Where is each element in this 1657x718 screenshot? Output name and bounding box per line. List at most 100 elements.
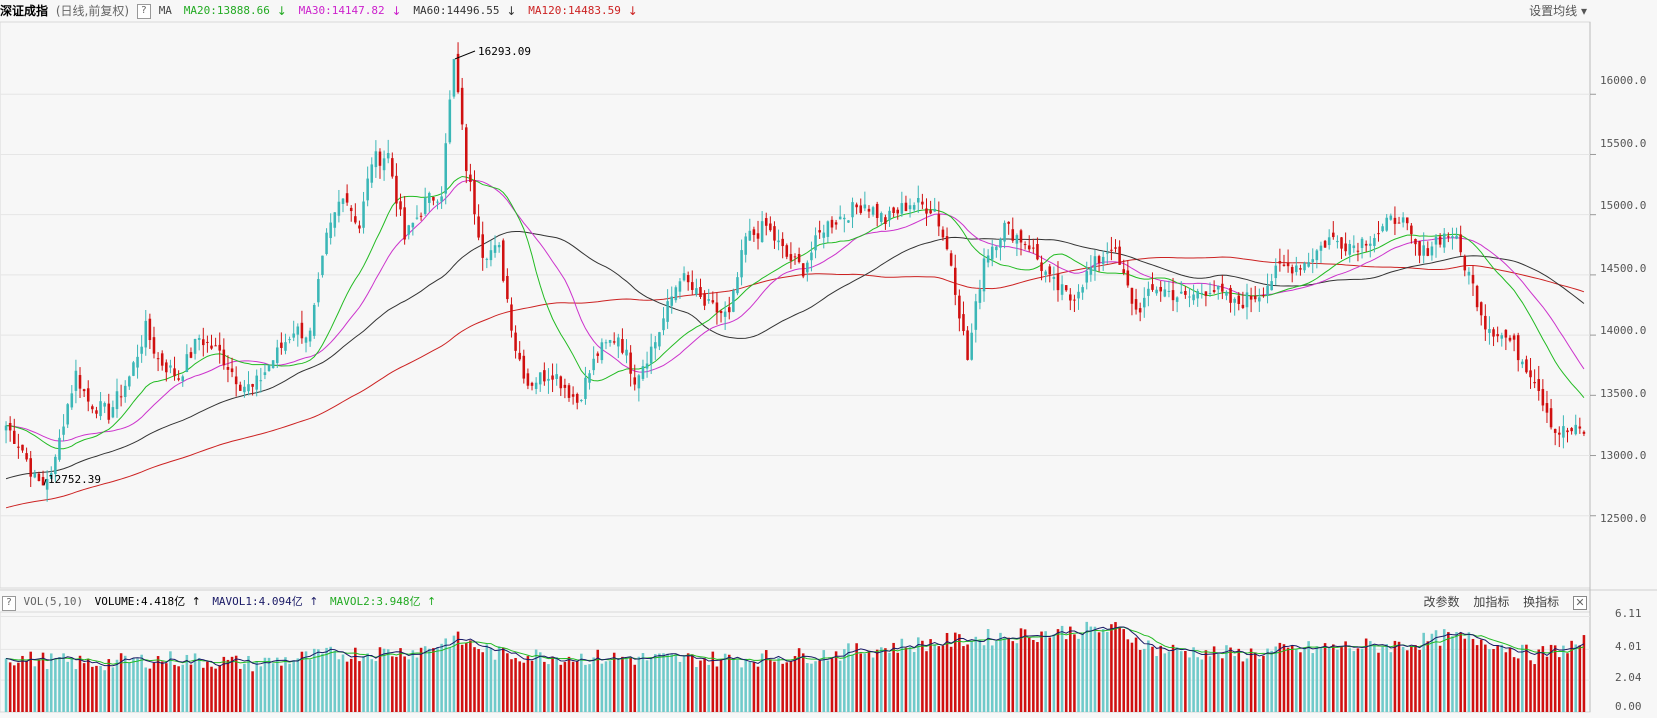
candle-body — [937, 214, 941, 227]
candle-body — [982, 258, 986, 292]
switch-indicator-button[interactable]: 换指标 — [1523, 595, 1560, 609]
volume-bar — [464, 642, 468, 712]
candle-body — [1570, 428, 1573, 432]
volume-chart-header: ? VOL(5,10) VOLUME:4.418亿 ↑ MAVOL1:4.094… — [0, 592, 1657, 612]
volume-bar — [1582, 635, 1586, 712]
candle-body — [469, 174, 472, 183]
volume-bar — [510, 659, 513, 712]
volume-bar — [953, 632, 957, 712]
candle-body — [1110, 249, 1113, 251]
candle-body — [251, 384, 254, 387]
candle-body — [1492, 329, 1495, 337]
volume-bar — [160, 661, 164, 712]
candle-body — [1327, 237, 1331, 246]
volume-tick-000: 0.00 — [1615, 700, 1642, 713]
add-indicator-button[interactable]: 加指标 — [1473, 595, 1510, 609]
volume-bar — [296, 658, 300, 712]
candle-body — [773, 226, 776, 241]
candle-body — [308, 330, 312, 342]
volume-bar — [1266, 648, 1269, 712]
candle-body — [908, 205, 912, 210]
volume-bar — [604, 661, 608, 712]
candle-body — [128, 376, 131, 387]
candle-body — [395, 175, 398, 204]
candle-body — [247, 384, 250, 392]
candle-body — [1229, 287, 1232, 303]
candle-body — [888, 210, 891, 221]
close-icon[interactable]: ✕ — [1573, 596, 1587, 610]
candle-body — [1438, 236, 1442, 245]
volume-bar — [793, 656, 797, 712]
volume-bar — [1562, 645, 1565, 712]
volume-bar — [1077, 638, 1080, 712]
candle-body — [325, 232, 328, 254]
candle-body — [584, 377, 587, 399]
volume-bar — [25, 660, 28, 712]
candle-body — [1003, 222, 1006, 242]
candle-body — [4, 425, 8, 431]
volume-arrow-icon: ↑ — [191, 595, 201, 608]
candle-body — [1352, 245, 1356, 249]
volume-bar — [1570, 640, 1573, 712]
candle-body — [1040, 262, 1043, 272]
candle-body — [986, 255, 990, 263]
volume-bar — [608, 660, 612, 712]
volume-bar — [1336, 649, 1339, 712]
candle-body — [230, 368, 234, 373]
candle-body — [818, 230, 821, 233]
candle-body — [904, 202, 908, 212]
volume-bar — [1253, 652, 1257, 712]
volume-bar — [756, 666, 760, 712]
candle-body — [1122, 269, 1126, 274]
candle-body — [1163, 289, 1167, 297]
help-icon[interactable]: ? — [136, 4, 151, 19]
volume-bar — [395, 656, 398, 712]
candle-body — [160, 353, 164, 366]
volume-bar — [736, 659, 739, 712]
volume-bar — [990, 645, 994, 712]
volume-bar — [1073, 634, 1076, 712]
volume-bar — [86, 659, 90, 712]
candle-body — [1019, 230, 1023, 243]
candle-body — [263, 372, 267, 376]
candle-body — [197, 338, 201, 340]
volume-bar — [1060, 625, 1064, 712]
volume-bar — [448, 647, 452, 712]
volume-bar — [1093, 626, 1097, 712]
candle-body — [1023, 244, 1027, 246]
volume-bar — [1299, 652, 1302, 712]
volume-bar — [62, 653, 65, 712]
volume-bar — [908, 646, 912, 712]
volume-bar — [1553, 645, 1557, 712]
candle-body — [341, 198, 345, 204]
candle-body — [1451, 236, 1454, 238]
volume-bar — [403, 656, 406, 712]
volume-bar — [312, 648, 316, 712]
candle-body — [1064, 285, 1068, 291]
volume-bar — [978, 639, 982, 712]
volume-bar — [1122, 629, 1126, 712]
candle-body — [1545, 403, 1549, 413]
candle-body — [152, 337, 156, 354]
candle-body — [436, 201, 439, 203]
volume-bar — [284, 657, 287, 712]
volume-bar — [123, 655, 127, 712]
ma-settings-dropdown[interactable]: 设置均线 ▾ — [1529, 4, 1587, 18]
change-params-button[interactable]: 改参数 — [1423, 595, 1460, 609]
volume-bar — [1463, 638, 1467, 712]
volume-bar — [54, 658, 57, 712]
candle-body — [686, 275, 690, 283]
volume-bar — [1036, 642, 1039, 712]
volume-help-icon[interactable]: ? — [2, 596, 16, 611]
ma20-arrow-icon: ↓ — [276, 4, 287, 18]
candle-body — [1332, 232, 1335, 238]
volume-bar — [288, 663, 291, 712]
candle-body — [1426, 248, 1430, 256]
candle-body — [1233, 298, 1236, 303]
candle-body — [95, 410, 98, 414]
volume-bar — [1467, 632, 1471, 712]
candle-body — [415, 217, 419, 219]
volume-bar — [115, 659, 119, 712]
volume-bar — [271, 663, 275, 712]
volume-bar — [1249, 648, 1253, 712]
